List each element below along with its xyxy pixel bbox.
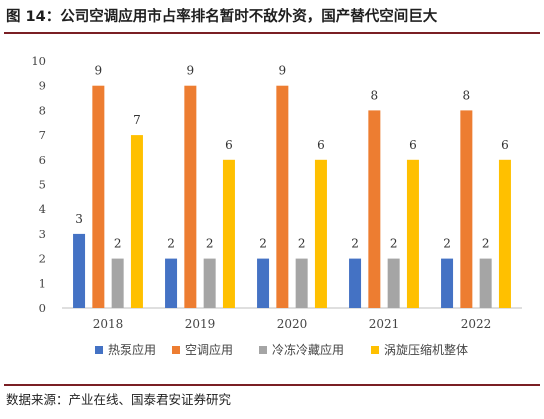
y-tick-label: 7 [39,128,46,142]
y-tick-label: 2 [39,252,46,266]
bar-value-label: 2 [390,237,398,251]
bar [222,159,235,308]
bar [92,85,105,308]
x-tick-label: 2018 [93,317,124,331]
bars [73,85,511,309]
bar [368,110,381,309]
bar [460,110,473,309]
bar [479,258,492,308]
bar [184,85,197,308]
bar [387,258,400,308]
bar-value-label: 7 [133,113,141,127]
bar-value-label: 2 [443,237,451,251]
legend-label: 涡旋压缩机整体 [384,342,468,357]
bar [406,159,419,308]
bar-value-label: 2 [482,237,490,251]
bar [73,233,86,308]
bar [349,258,362,308]
bar-value-label: 3 [75,212,83,226]
y-tick-label: 4 [39,202,46,216]
bar [111,258,124,308]
bar-value-label: 2 [167,237,175,251]
bar-chart: 0 1 2 3 4 5 6 7 8 9 10 2018 2019 2020 2021 2022 3 9 2 7 2 9… [31,54,522,357]
bar [165,258,178,308]
legend-label: 冷冻冷藏应用 [272,342,344,357]
legend-label: 热泵应用 [108,342,156,357]
legend-swatch [95,346,103,354]
bar-value-label: 9 [279,64,287,78]
title-rule [4,32,540,34]
y-tick-label: 3 [39,227,46,241]
bar-value-label: 9 [187,64,195,78]
data-labels: 3 9 2 7 2 9 2 6 2 9 2 6 2 8 2 6 2 8 2 6 [75,64,509,251]
legend-swatch [172,346,180,354]
bar-value-label: 6 [501,138,509,152]
x-axis: 2018 2019 2020 2021 2022 [62,307,522,331]
bar [257,258,270,308]
y-tick-label: 1 [39,276,46,290]
legend: 热泵应用 空调应用 冷冻冷藏应用 涡旋压缩机整体 [95,342,468,357]
bar-value-label: 2 [206,237,214,251]
figure-title: 图 14：公司空调应用市占率排名暂时不敌外资，国产替代空间巨大 [6,9,438,25]
y-tick-label: 8 [39,103,46,117]
bar-value-label: 6 [225,138,233,152]
bar-value-label: 6 [409,138,417,152]
bar [441,258,454,308]
bar [276,85,289,308]
source-rule [4,384,540,386]
y-tick-label: 10 [31,54,46,68]
legend-swatch [259,346,267,354]
y-axis: 0 1 2 3 4 5 6 7 8 9 10 [31,54,46,315]
bar-value-label: 2 [351,237,359,251]
x-tick-label: 2020 [277,317,308,331]
x-tick-label: 2019 [185,317,216,331]
bar-value-label: 8 [463,88,471,102]
y-tick-label: 9 [39,79,46,93]
source-note: 数据来源：产业在线、国泰君安证券研究 [6,392,232,407]
y-tick-label: 6 [39,153,46,167]
y-tick-label: 0 [39,301,46,315]
legend-label: 空调应用 [185,342,233,357]
bar [130,135,143,308]
bar-value-label: 9 [95,64,103,78]
x-tick-label: 2021 [369,317,400,331]
legend-swatch [371,346,379,354]
x-tick-label: 2022 [461,317,492,331]
bar [498,159,511,308]
bar-value-label: 2 [114,237,122,251]
bar-value-label: 6 [317,138,325,152]
bar-value-label: 2 [259,237,267,251]
bar [295,258,308,308]
bar-value-label: 2 [298,237,306,251]
bar-value-label: 8 [371,88,379,102]
y-tick-label: 5 [39,178,46,192]
bar [203,258,216,308]
bar [314,159,327,308]
